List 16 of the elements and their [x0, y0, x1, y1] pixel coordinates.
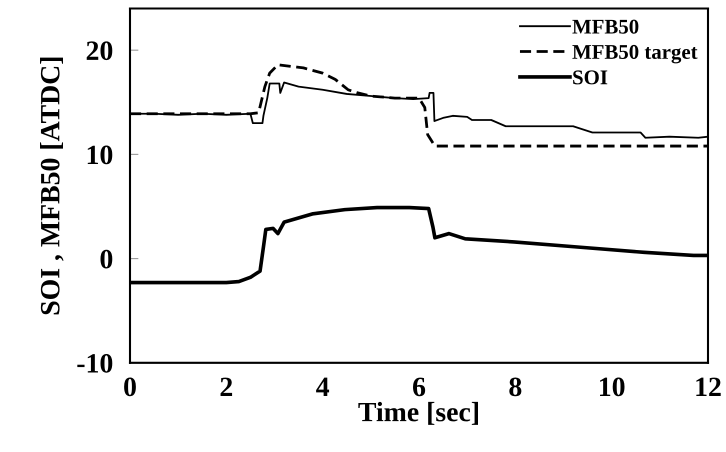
- x-tick-label: 8: [509, 377, 522, 396]
- x-axis-title: Time [sec]: [358, 402, 478, 425]
- legend-label: MFB50 target: [572, 44, 698, 64]
- y-axis-title: SOI , MFB50 [ATDC]: [40, 58, 64, 314]
- y-tick-label: 0: [100, 250, 112, 269]
- x-tick-label: 2: [220, 378, 232, 396]
- x-tick-label: 12: [696, 378, 721, 396]
- x-tick-label: 10: [600, 377, 624, 396]
- x-tick-label: 4: [316, 378, 330, 396]
- legend-label: MFB50: [572, 20, 638, 34]
- x-tick-label: 6: [413, 378, 426, 396]
- y-tick-label: -10: [77, 354, 112, 373]
- x-tick-label: 0: [124, 377, 136, 396]
- legend-label: SOI: [573, 70, 608, 84]
- y-tick-label: 20: [86, 41, 112, 60]
- y-tick-label: 10: [88, 146, 112, 164]
